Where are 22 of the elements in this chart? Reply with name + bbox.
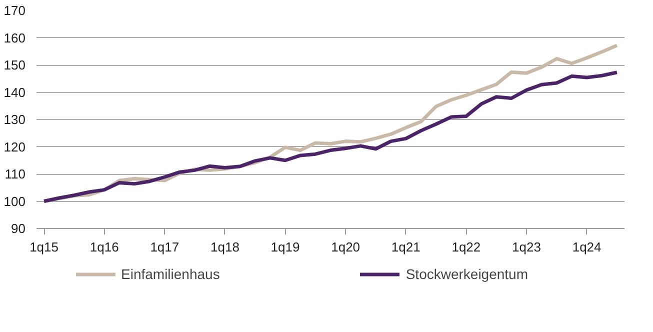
x-tick-label: 1q23 [512,240,541,254]
y-tick-label: 100 [4,194,26,209]
x-tick-label: 1q15 [30,240,58,254]
x-tick-label: 1q21 [391,240,420,254]
y-tick-label: 170 [4,3,26,18]
y-tick-label: 90 [11,221,26,236]
legend-label: Einfamilienhaus [120,266,220,282]
x-tick-label: 1q24 [572,240,602,254]
y-tick-label: 160 [4,30,26,46]
line-series [42,70,619,203]
legend-label: Stockwerkeigentum [406,266,528,282]
y-tick-label: 140 [4,84,26,100]
x-tick-label: 1q19 [270,240,300,254]
x-tick-label: 1q17 [150,240,180,254]
x-tick-label: 1q22 [452,240,481,254]
y-tick-label: 130 [4,112,26,127]
x-tick-label: 1q18 [210,240,240,254]
y-tick-label: 150 [4,58,26,72]
x-tick-label: 1q20 [331,240,360,254]
y-tick-label: 110 [4,166,26,182]
y-tick-label: 120 [4,139,26,154]
x-tick-label: 1q16 [90,240,119,254]
